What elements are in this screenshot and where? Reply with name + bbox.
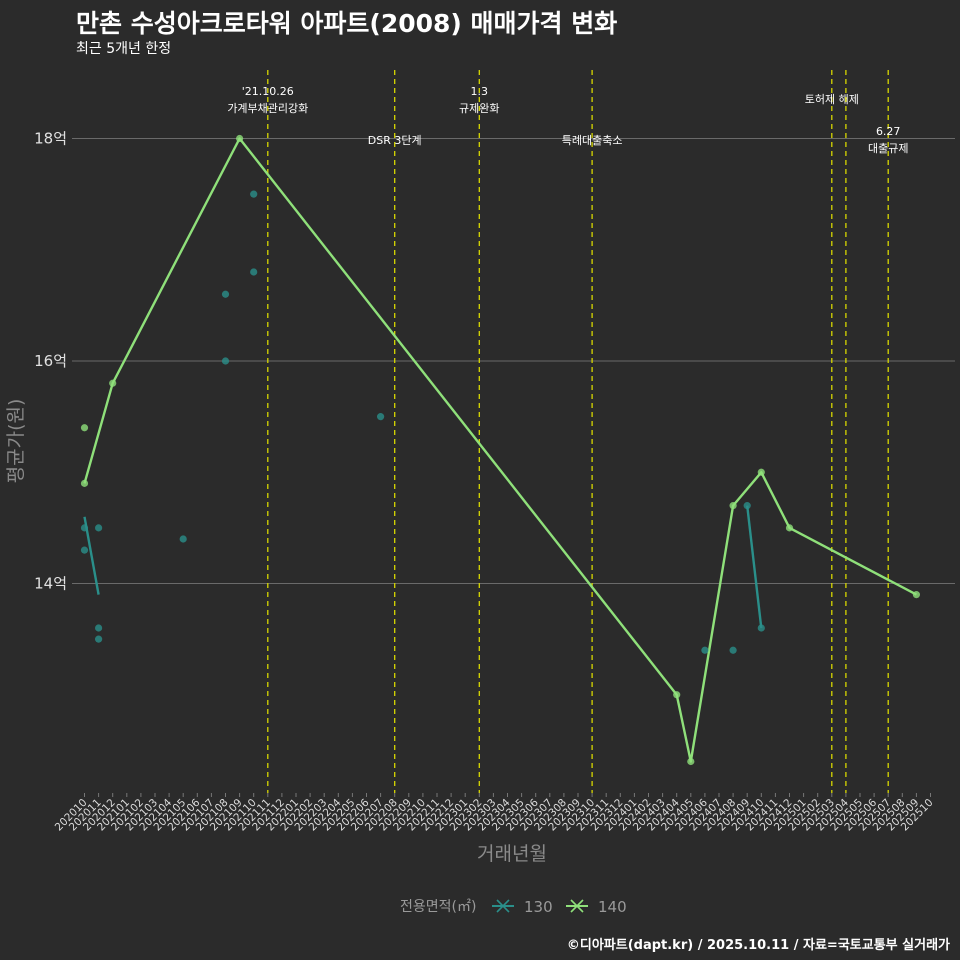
event-label: 1.3 — [471, 85, 489, 98]
series-lines — [83, 137, 917, 763]
event-label: '21.10.26 — [242, 85, 294, 98]
data-point-130 — [377, 413, 385, 421]
data-point-140 — [912, 591, 921, 599]
data-point-130 — [250, 268, 258, 276]
legend-key-marker — [570, 899, 584, 913]
data-point-130 — [757, 624, 765, 632]
y-axis-ticks: 14억 16억 18억 — [34, 130, 67, 593]
data-point-130 — [95, 524, 103, 532]
data-point-140 — [236, 134, 244, 143]
y-tick-label: 16억 — [34, 352, 67, 370]
data-point-130 — [743, 502, 751, 510]
data-point-130 — [221, 290, 230, 298]
x-axis-ticks: 2020102020112020122021012021022021032021… — [53, 793, 936, 833]
series-points — [80, 134, 921, 766]
data-point-140 — [109, 379, 117, 387]
data-point-140 — [785, 524, 794, 532]
chart-subtitle: 최근 5개년 한정 — [76, 41, 172, 57]
data-point-130 — [95, 635, 103, 643]
data-point-140 — [673, 691, 681, 699]
data-point-130 — [95, 624, 103, 632]
data-point-130 — [80, 546, 89, 554]
series-line-130 — [746, 505, 763, 629]
data-point-140 — [729, 502, 737, 510]
y-tick-label: 14억 — [34, 575, 67, 593]
source-caption: ©디아파트(dapt.kr) / 2025.10.11 / 자료=국토교통부 실… — [566, 938, 950, 953]
series-line-140 — [83, 137, 917, 763]
grid-layer — [72, 138, 955, 584]
x-axis-title: 거래년월 — [477, 843, 547, 865]
event-label: 토허제 해제 — [805, 92, 859, 106]
legend-label-140: 140 — [598, 898, 627, 916]
event-label: 규제완화 — [459, 102, 499, 115]
event-label: 대출규제 — [868, 142, 908, 155]
legend-label-130: 130 — [524, 898, 553, 916]
event-label: 6.27 — [876, 125, 901, 138]
legend: 전용면적(㎡) 130 140 — [400, 898, 627, 916]
legend-title: 전용면적(㎡) — [400, 899, 476, 915]
data-point-130 — [179, 535, 187, 543]
data-point-140 — [80, 424, 89, 432]
data-point-130 — [729, 646, 737, 654]
data-point-140 — [757, 468, 765, 476]
data-point-130 — [701, 646, 709, 654]
data-point-140 — [687, 757, 695, 766]
chart-title: 만촌 수성아크로타워 아파트(2008) 매매가격 변화 — [76, 9, 618, 38]
y-axis-title: 평균가(원) — [5, 399, 27, 484]
data-point-140 — [80, 479, 89, 487]
event-label: DSR 3단계 — [368, 134, 422, 147]
data-point-130 — [221, 357, 230, 365]
data-point-130 — [250, 190, 258, 198]
event-label: 가계부채관리강화 — [227, 102, 308, 115]
legend-key-marker — [496, 899, 510, 913]
event-label: 특례대출축소 — [562, 134, 623, 147]
y-tick-label: 18억 — [34, 130, 67, 148]
data-point-130 — [80, 524, 89, 532]
